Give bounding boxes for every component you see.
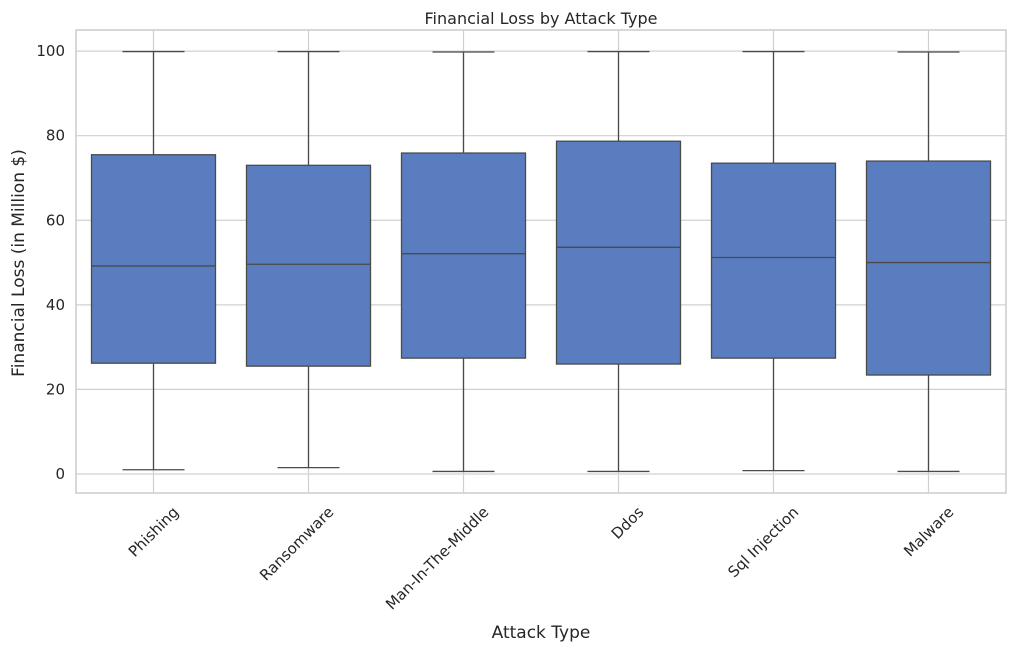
x-tick-label: Ransomware	[256, 503, 337, 584]
x-axis-label: Attack Type	[492, 623, 591, 643]
chart-title: Financial Loss by Attack Type	[425, 9, 658, 28]
box-ransomware	[245, 50, 372, 469]
box-phishing	[90, 50, 217, 471]
box-man-in-the-middle	[400, 51, 527, 473]
y-tick-label: 100	[36, 42, 65, 60]
iqr-box	[865, 160, 992, 376]
iqr-box	[555, 140, 682, 365]
y-tick-label: 20	[46, 380, 65, 398]
box-sql-injection	[710, 50, 837, 472]
y-tick-label: 60	[46, 211, 65, 229]
y-tick-label: 0	[55, 465, 65, 483]
y-axis-ticks: 0 20 40 60 80 100	[36, 42, 65, 483]
iqr-box	[400, 152, 527, 359]
x-tick-label: Phishing	[125, 503, 182, 560]
x-axis-ticks: Phishing Ransomware Man-In-The-Middle Ddos S…	[125, 503, 957, 613]
y-tick-label: 80	[46, 127, 65, 145]
x-tick-label: Malware	[900, 503, 957, 560]
plot-area	[90, 50, 992, 473]
y-tick-label: 40	[46, 296, 65, 314]
plot-frame	[75, 29, 1007, 494]
x-tick-label: Ddos	[608, 503, 648, 543]
box-malware	[865, 51, 992, 473]
x-tick-label: Sql Injection	[724, 503, 802, 581]
iqr-box	[245, 164, 372, 367]
iqr-box	[710, 162, 837, 359]
iqr-box	[90, 154, 217, 364]
box-ddos	[555, 50, 682, 473]
x-tick-label: Man-In-The-Middle	[382, 503, 492, 613]
y-axis-label: Financial Loss (in Million $)	[9, 149, 29, 377]
